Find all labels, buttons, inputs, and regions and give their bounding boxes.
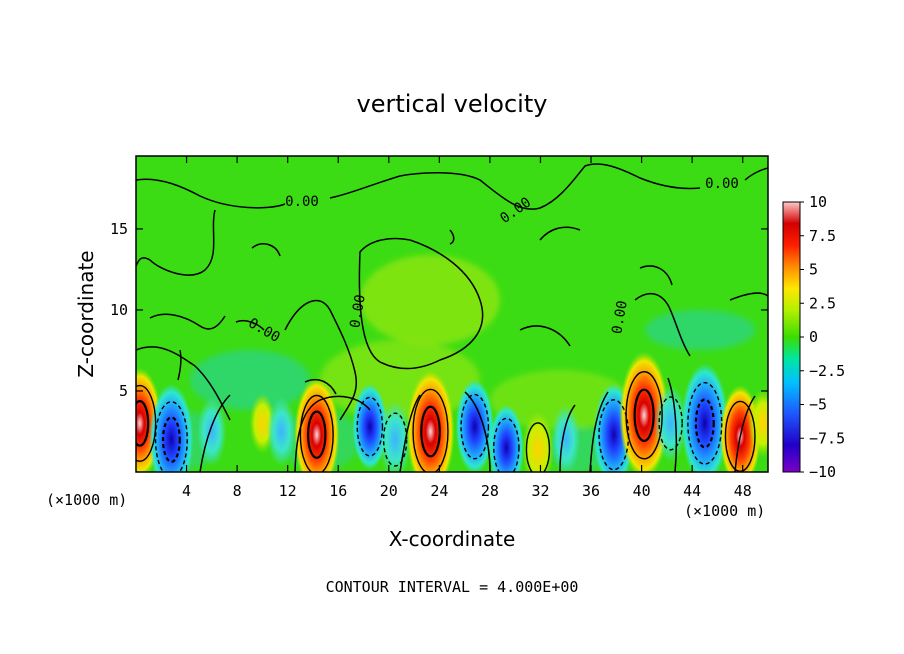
colorbar-tick-label: 2.5 [809,294,836,312]
contour-label: 0.00 [705,176,739,192]
contour-line [634,293,691,357]
cell-contour [525,422,551,472]
contour-line [136,178,286,209]
contour-line [667,377,678,472]
contour-line [539,226,581,241]
cell-contour [625,371,663,460]
colorbar-gradient [782,201,801,473]
contour-line [734,395,756,472]
downdraft-cell [681,363,729,472]
x-axis: 4 8 12 16 20 24 28 32 36 40 44 48 [182,156,752,500]
contour-line [559,404,576,472]
cell-contour [658,396,683,451]
x-tick-label: 8 [233,482,242,500]
x-tick-label: 48 [734,482,752,500]
x-tick-label: 44 [683,482,701,500]
contour-line [304,378,337,395]
cell-contour-inner [307,410,327,459]
downdraft-cell [197,396,227,467]
cell-contours [136,371,756,472]
contour-line [639,265,673,286]
colorbar-tick-label: 5 [809,261,818,279]
contour-line [284,299,357,421]
contour-line [744,167,768,181]
colorbar-tick-label: −7.5 [809,429,845,447]
x-tick-label: 12 [279,482,297,500]
colorbar-tick-label: −2.5 [809,362,845,380]
cell-contour-inner [420,405,441,458]
x-tick-label: 28 [481,482,499,500]
contour-lines [136,163,768,472]
chart-title: vertical velocity [357,90,548,118]
x-tick-label: 40 [633,482,651,500]
y-tick-label: 10 [110,301,128,319]
contour-line [399,394,421,472]
contour-label: 0.00 [285,194,319,210]
velocity-cells [136,351,768,472]
contour-line [589,391,609,472]
cell-contour-inner [161,416,181,463]
cell-contour [493,417,520,472]
downdraft-cell [654,384,687,463]
colorbar-tick-label: −5 [809,396,827,414]
contour-line [329,163,701,210]
colorbar-tick-label: 0 [809,328,818,346]
cell-contour [154,401,188,472]
updraft-cell [406,369,455,472]
downdraft-cell [149,384,194,472]
x-axis-label: X-coordinate [389,527,516,551]
colorbar: 10 7.5 5 2.5 0 −2.5 −5 −7.5 −10 [782,193,845,481]
colorbar-tick-label: 7.5 [809,227,836,245]
cell-contour [687,382,723,465]
x-tick-label: 32 [531,482,549,500]
x-unit-label-right: (×1000 m) [684,502,765,520]
y-axis-label: Z-coordinate [74,250,98,377]
cell-contour-inner [136,400,150,447]
y-tick-label: 5 [119,382,128,400]
cell-contour [382,412,408,467]
contour-line [177,349,182,381]
x-tick-label: 36 [582,482,600,500]
contour-line [449,229,455,245]
x-tick-label: 16 [329,482,347,500]
updraft-cell [748,388,768,458]
downdraft-cell [266,396,296,467]
plot-area: 0.00 0.00 0.00 0.00 0.00 0.00 [136,156,768,472]
y-tick-label: 15 [110,220,128,238]
contour-line [358,237,484,370]
x-unit-label-left: (×1000 m) [46,491,127,509]
contour-line [136,209,216,276]
contour-line [199,394,231,472]
colorbar-tick-label: 10 [809,193,827,211]
colorbar-tick-label: −10 [809,463,836,481]
updraft-cell [521,410,554,472]
x-tick-label: 24 [430,482,448,500]
plot-frame [135,155,769,473]
contour-line [149,313,226,330]
colorbar-ticks: 10 7.5 5 2.5 0 −2.5 −5 −7.5 −10 [800,193,845,481]
cell-contour [299,394,334,472]
cell-contour [412,388,449,472]
contour-interval-note: CONTOUR INTERVAL = 4.000E+00 [326,578,579,596]
x-tick-label: 4 [182,482,191,500]
contour-line [729,292,768,301]
cell-contour [136,384,157,462]
cell-contour-inner [633,388,655,442]
contour-line [519,325,571,347]
contour-line [294,395,371,472]
cell-contour [460,393,490,460]
contour-label: 0.00 [347,293,369,329]
contour-line [251,243,281,257]
cell-contour-inner [694,398,715,449]
x-tick-label: 20 [380,482,398,500]
downdraft-cell [488,404,524,472]
downdraft-cell [551,405,581,472]
contour-label: 0.00 [609,299,631,335]
contour-line [235,319,265,331]
cell-contour [356,396,384,457]
y-axis: 5 10 15 [110,220,768,400]
contour-line [136,346,231,421]
updraft-cell [294,377,340,472]
